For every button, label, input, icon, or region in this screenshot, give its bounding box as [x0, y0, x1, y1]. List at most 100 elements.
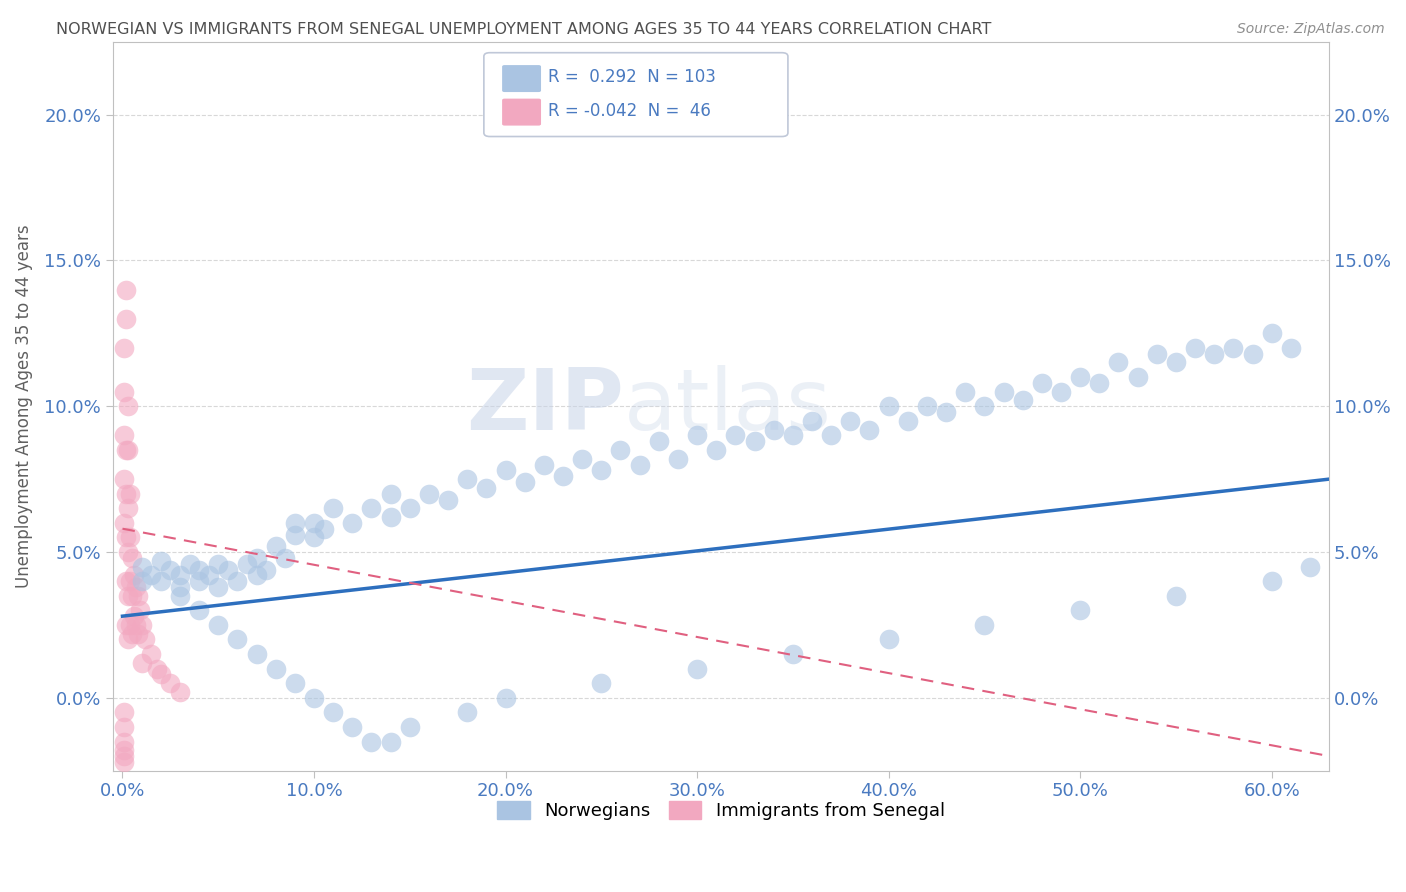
Point: [121, 550, 143, 565]
Point: [131, 559, 153, 574]
Point: [782, 428, 804, 442]
Point: [801, 414, 824, 428]
Point: [495, 463, 517, 477]
Point: [915, 399, 938, 413]
Point: [149, 554, 172, 568]
Point: [495, 690, 517, 705]
Point: [312, 522, 335, 536]
Point: [342, 720, 364, 734]
Point: [112, 384, 135, 399]
Point: [120, 618, 142, 632]
Point: [254, 562, 277, 576]
Point: [274, 550, 297, 565]
Point: [533, 458, 555, 472]
Point: [115, 574, 138, 589]
Point: [686, 428, 709, 442]
Point: [1164, 589, 1187, 603]
Point: [112, 734, 135, 748]
Point: [159, 676, 181, 690]
Point: [955, 384, 977, 399]
Point: [122, 609, 145, 624]
Point: [127, 589, 149, 603]
Point: [169, 580, 191, 594]
Point: [226, 632, 249, 647]
Point: [342, 516, 364, 530]
Point: [226, 574, 249, 589]
Text: atlas: atlas: [624, 365, 832, 448]
Point: [125, 580, 148, 594]
Point: [973, 618, 995, 632]
Y-axis label: Unemployment Among Ages 35 to 44 years: Unemployment Among Ages 35 to 44 years: [15, 225, 32, 588]
Point: [877, 632, 900, 647]
Point: [897, 414, 920, 428]
Point: [686, 662, 709, 676]
Point: [284, 516, 307, 530]
Point: [115, 442, 138, 457]
Point: [121, 589, 143, 603]
Point: [141, 568, 163, 582]
Point: [380, 510, 402, 524]
Point: [131, 656, 153, 670]
Point: [935, 405, 957, 419]
FancyBboxPatch shape: [502, 99, 541, 126]
Point: [284, 527, 307, 541]
Point: [398, 720, 420, 734]
Point: [117, 632, 139, 647]
Point: [117, 442, 139, 457]
Point: [149, 667, 172, 681]
Point: [125, 618, 148, 632]
Point: [1011, 393, 1033, 408]
Point: [117, 545, 139, 559]
Point: [1299, 559, 1322, 574]
Point: [591, 463, 613, 477]
Point: [628, 458, 651, 472]
Point: [551, 469, 574, 483]
Point: [782, 647, 804, 661]
Point: [1279, 341, 1302, 355]
Point: [141, 647, 163, 661]
Point: [1184, 341, 1206, 355]
Point: [159, 562, 181, 576]
Point: [112, 749, 135, 764]
Text: R =  0.292  N = 103: R = 0.292 N = 103: [548, 69, 716, 87]
Text: NORWEGIAN VS IMMIGRANTS FROM SENEGAL UNEMPLOYMENT AMONG AGES 35 TO 44 YEARS CORR: NORWEGIAN VS IMMIGRANTS FROM SENEGAL UNE…: [56, 22, 991, 37]
Point: [115, 283, 138, 297]
Point: [648, 434, 671, 449]
Point: [302, 531, 325, 545]
Point: [1241, 347, 1264, 361]
Text: R = -0.042  N =  46: R = -0.042 N = 46: [548, 102, 711, 120]
Point: [1069, 603, 1091, 617]
Point: [1204, 347, 1226, 361]
Point: [839, 414, 862, 428]
Point: [437, 492, 460, 507]
Point: [149, 574, 172, 589]
Point: [245, 568, 267, 582]
Point: [120, 531, 142, 545]
Point: [456, 472, 478, 486]
Text: Source: ZipAtlas.com: Source: ZipAtlas.com: [1237, 22, 1385, 37]
Point: [207, 557, 229, 571]
Point: [115, 311, 138, 326]
Point: [858, 423, 880, 437]
Point: [207, 580, 229, 594]
Point: [418, 486, 440, 500]
Point: [134, 632, 156, 647]
Point: [188, 562, 211, 576]
Point: [112, 472, 135, 486]
Point: [127, 626, 149, 640]
Point: [131, 574, 153, 589]
Point: [1260, 326, 1282, 341]
Point: [380, 734, 402, 748]
Point: [993, 384, 1015, 399]
Point: [115, 486, 138, 500]
Point: [820, 428, 842, 442]
Point: [122, 568, 145, 582]
Point: [169, 589, 191, 603]
Point: [360, 734, 382, 748]
Point: [207, 618, 229, 632]
Point: [245, 550, 267, 565]
Point: [877, 399, 900, 413]
Point: [117, 399, 139, 413]
Point: [146, 662, 169, 676]
Point: [121, 626, 143, 640]
